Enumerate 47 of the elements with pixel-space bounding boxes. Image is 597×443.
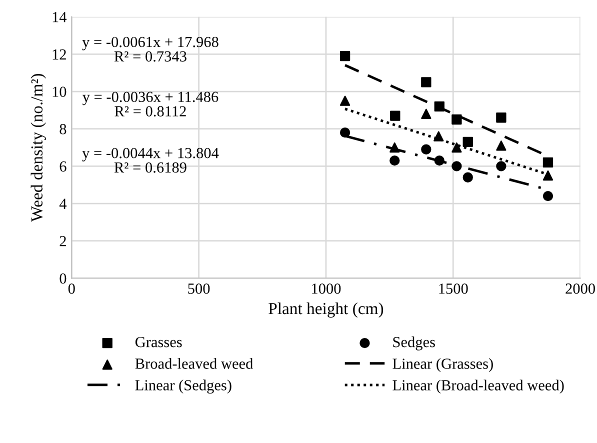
point	[542, 157, 554, 168]
legend-label: Linear (Broad-leaved weed)	[392, 380, 564, 394]
x-tick-label: 1000	[312, 284, 341, 294]
legend-label: Broad-leaved weed	[135, 358, 254, 369]
x-tick-label: 0	[68, 284, 75, 294]
point	[452, 161, 462, 172]
annotation: y = -0.0044x + 13.804 R² = 0.6189	[82, 148, 219, 173]
annotation: y = -0.0061x + 17.968 R² = 0.7343	[82, 36, 218, 62]
x-tick-label: 500	[188, 284, 210, 294]
legend-label: Grasses	[135, 336, 182, 348]
point	[434, 131, 444, 142]
point	[542, 170, 554, 181]
point	[496, 112, 506, 123]
y-tick-label: 4	[59, 198, 67, 209]
point	[452, 114, 462, 125]
point	[421, 144, 432, 154]
legend-label: Linear (Sedges)	[135, 380, 232, 394]
point	[496, 140, 506, 151]
point	[390, 110, 400, 121]
point	[462, 172, 473, 182]
point	[462, 136, 473, 148]
legend-label: Sedges	[393, 336, 435, 350]
y-tick-label: 12	[52, 49, 66, 60]
y-axis-title: Weed density (no./m²)	[30, 74, 46, 222]
point	[496, 161, 506, 172]
point	[390, 156, 400, 166]
point	[542, 190, 554, 202]
point	[452, 142, 462, 153]
y-tick-label: 8	[60, 124, 66, 134]
y-tick-label: 14	[52, 12, 67, 22]
legend-label: Linear (Grasses)	[392, 358, 493, 372]
y-tick-label: 0	[60, 273, 66, 284]
point	[434, 156, 444, 166]
x-axis-title: Plant height (cm)	[268, 302, 384, 318]
point	[340, 50, 350, 62]
y-tick-label: 2	[60, 236, 66, 246]
x-tick-label: 2000	[566, 284, 595, 294]
y-tick-label: 10	[52, 86, 66, 97]
point	[434, 101, 444, 112]
point	[421, 108, 432, 119]
point	[340, 96, 350, 106]
point	[340, 127, 350, 138]
point	[390, 142, 400, 153]
y-tick-label: 6	[60, 161, 66, 172]
point	[421, 77, 432, 88]
annotation: y = -0.0036x + 11.486 R² = 0.8112	[82, 92, 218, 117]
x-tick-label: 1500	[439, 284, 468, 294]
